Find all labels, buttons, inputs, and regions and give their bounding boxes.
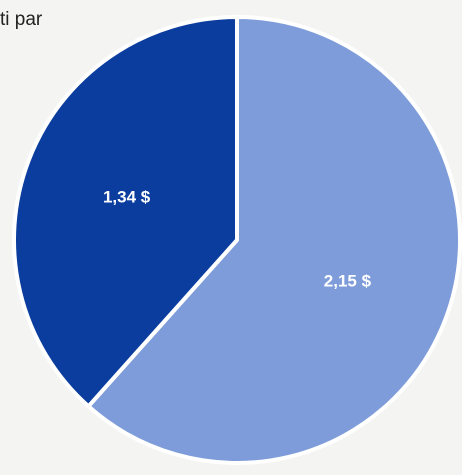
value-label: 1,34 $ <box>103 187 151 206</box>
pie-slice <box>86 15 462 465</box>
value-label: 2,15 $ <box>324 272 372 291</box>
chart-title: ti par <box>0 9 43 30</box>
pie-slice <box>12 15 239 409</box>
